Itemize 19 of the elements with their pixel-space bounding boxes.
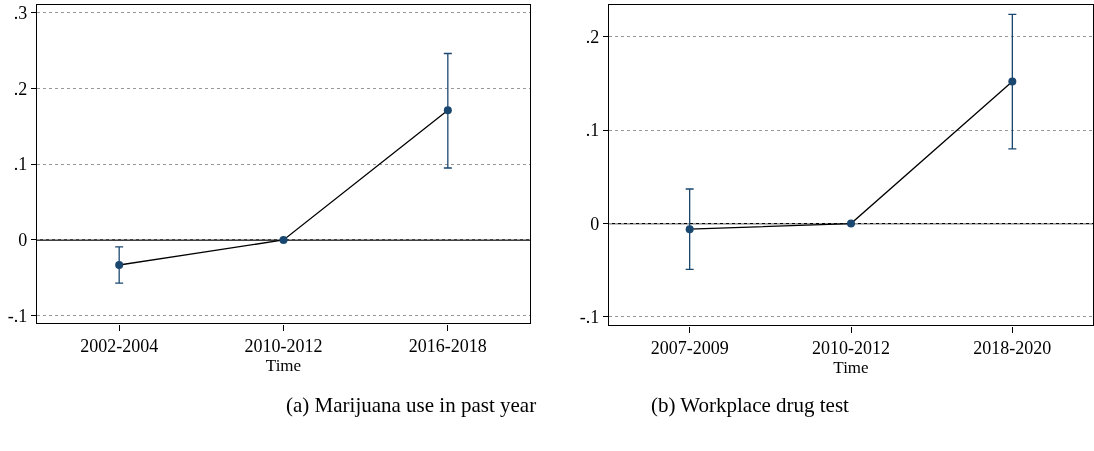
y-tick-label: .3 — [13, 2, 28, 23]
x-axis-title: Time — [833, 358, 869, 378]
x-tick-label: 2010-2012 — [812, 338, 890, 359]
y-tick-label: -.1 — [579, 307, 600, 328]
y-tick-label: .2 — [585, 27, 600, 48]
x-tick-label: 2010-2012 — [244, 336, 323, 357]
text: (b) Workplace drug test — [651, 393, 850, 417]
x-axis-title: Time — [265, 356, 302, 376]
text: (a) Marijuana use in past year — [286, 393, 537, 417]
x-tick-label: 2018-2020 — [973, 338, 1052, 359]
x-tick-label: 2016-2018 — [408, 336, 487, 357]
y-tick-label: -.1 — [7, 306, 28, 327]
y-tick-label: .2 — [13, 78, 28, 99]
x-tick-label: 2002-2004 — [80, 336, 159, 357]
y-tick-label: .1 — [585, 120, 600, 141]
y-tick-label: .1 — [13, 154, 28, 175]
x-tick-label: 2007-2009 — [650, 338, 729, 359]
y-tick-label: 0 — [590, 213, 600, 234]
y-tick-label: 0 — [18, 230, 28, 251]
